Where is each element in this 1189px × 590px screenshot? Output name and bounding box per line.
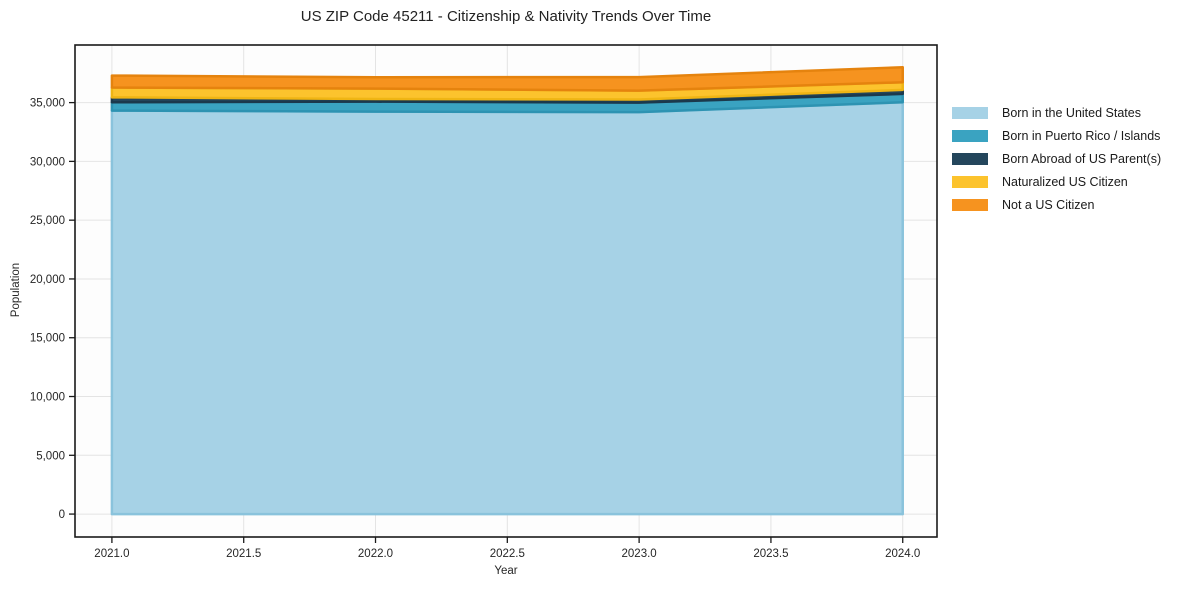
legend-label: Born in the United States (1002, 105, 1141, 120)
y-tick-label: 30,000 (30, 156, 65, 168)
legend-label: Born in Puerto Rico / Islands (1002, 128, 1161, 143)
legend-item: Born in Puerto Rico / Islands (952, 124, 1161, 147)
legend-item: Born in the United States (952, 101, 1161, 124)
x-tick-label: 2022.5 (490, 548, 525, 560)
legend-swatch (952, 175, 988, 188)
area-series (110, 65, 904, 92)
area-series (110, 101, 904, 516)
legend-swatch (952, 106, 988, 119)
plot-frame (74, 44, 938, 538)
x-tick-label: 2023.5 (753, 548, 788, 560)
legend-label: Naturalized US Citizen (1002, 174, 1128, 189)
x-tick-label: 2021.0 (94, 548, 129, 560)
x-tick-label: 2024.0 (885, 548, 920, 560)
legend-label: Born Abroad of US Parent(s) (1002, 151, 1162, 166)
y-axis-label: Population (10, 262, 22, 318)
y-tick-label: 0 (59, 509, 65, 521)
legend-item: Naturalized US Citizen (952, 170, 1161, 193)
legend-label: Not a US Citizen (1002, 197, 1095, 212)
y-tick-label: 20,000 (30, 274, 65, 286)
y-tick-label: 35,000 (30, 98, 65, 110)
legend-swatch (952, 129, 988, 142)
x-tick-label: 2023.0 (622, 548, 657, 560)
legend-swatch (952, 198, 988, 211)
legend-swatch (952, 152, 988, 165)
x-tick-label: 2021.5 (226, 548, 261, 560)
legend-item: Not a US Citizen (952, 193, 1161, 216)
chart-title: US ZIP Code 45211 - Citizenship & Nativi… (300, 8, 712, 25)
legend-item: Born Abroad of US Parent(s) (952, 147, 1161, 170)
y-tick-label: 25,000 (30, 215, 65, 227)
y-tick-label: 5,000 (36, 450, 65, 462)
legend: Born in the United States Born in Puerto… (952, 101, 1161, 216)
y-tick-label: 15,000 (30, 333, 65, 345)
x-tick-label: 2022.0 (358, 548, 393, 560)
x-axis-label: Year (494, 565, 518, 577)
y-tick-label: 10,000 (30, 392, 65, 404)
